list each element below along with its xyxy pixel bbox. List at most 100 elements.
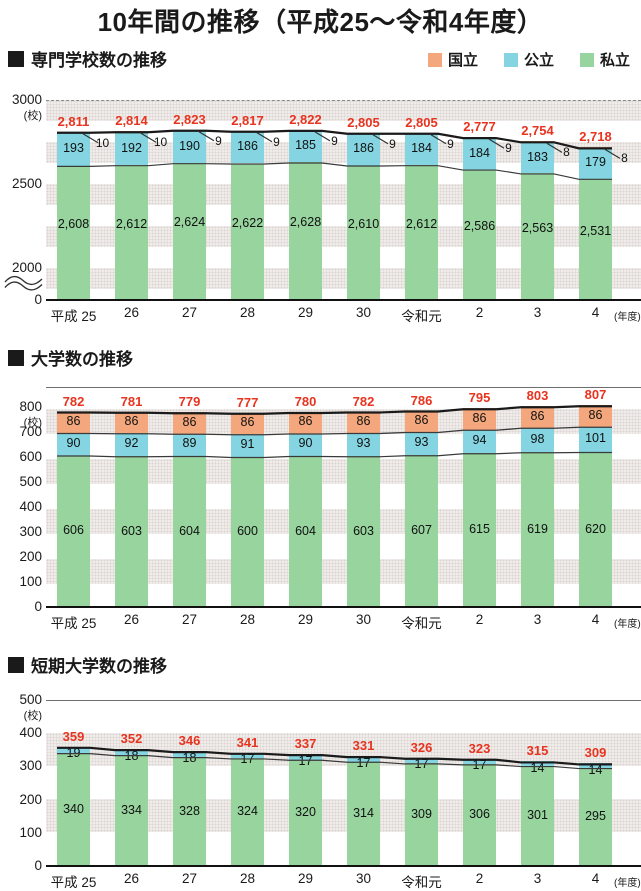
private-swatch-icon: [579, 52, 594, 67]
x-tick-label: 平成 25: [50, 616, 97, 631]
bar-segment-private: [57, 165, 90, 300]
bar-segment-private: [231, 758, 264, 866]
bar-segment-private: [115, 456, 148, 607]
total-label: 341: [236, 734, 259, 750]
public-value-label: 90: [66, 435, 81, 450]
private-value-label: 600: [237, 524, 258, 538]
legend-label: 公立: [523, 52, 554, 69]
bar-segment-private: [405, 455, 438, 607]
private-value-label: 619: [527, 521, 548, 536]
x-tick-label: 2: [475, 612, 484, 627]
bar-segment-private: [521, 452, 554, 607]
bar-segment-national: [579, 405, 612, 427]
y-tick-label: 400: [19, 499, 42, 514]
national-count-label: 9: [273, 134, 280, 149]
private-value-label: 2,586: [463, 218, 496, 233]
bar-segment-private: [231, 163, 264, 300]
national-count-label: 10: [95, 135, 110, 150]
national-value-label: 86: [182, 414, 197, 429]
public-value-label: 190: [179, 138, 200, 153]
leader-line: [256, 132, 273, 143]
y-tick-label: 3000: [11, 92, 42, 107]
legend: 国立 公立 私立: [427, 49, 630, 70]
total-label: 2,814: [115, 113, 148, 129]
axis-break-wave: [4, 281, 43, 291]
section-marker-icon: [8, 349, 24, 366]
total-label: 2,811: [57, 113, 90, 129]
private-value-label: 615: [469, 522, 490, 537]
public-value-label: 89: [182, 436, 197, 451]
x-tick-label: 2: [475, 305, 484, 320]
section-title: 専門学校数の推移: [31, 51, 167, 70]
bar-segment-public: [173, 131, 206, 164]
x-tick-label: 3: [533, 871, 542, 886]
total-label: 359: [62, 728, 85, 744]
public-value-label: 92: [124, 436, 139, 451]
private-value-label: 2,612: [115, 216, 148, 231]
public-value-label: 90: [298, 436, 313, 451]
total-label: 2,805: [405, 114, 438, 130]
y-tick-label: 0: [34, 292, 42, 307]
year-unit-label: (年度): [614, 619, 641, 630]
total-label: 781: [120, 393, 143, 409]
national-swatch-icon: [427, 52, 442, 67]
bar-segment-public: [57, 746, 90, 754]
bar-segment-public: [405, 757, 438, 764]
bar-segment-public: [347, 756, 380, 762]
x-tick-label: 平成 25: [50, 309, 97, 324]
bar-segment-private: [521, 766, 554, 866]
connector-lines: [57, 405, 612, 459]
bar-segment-public: [173, 751, 206, 758]
public-boundary-line: [57, 426, 612, 436]
chart-plot: 359 340 19 352 334 18 346 328 18 341 324 17 337 320 17…: [46, 700, 641, 867]
national-value-label: 86: [298, 414, 313, 429]
y-axis-unit: (校): [23, 710, 42, 722]
national-value-label: 86: [588, 407, 603, 422]
bar-segment-public: [579, 763, 612, 769]
x-tick-label: 30: [355, 305, 372, 320]
y-tick-label: 200: [19, 549, 42, 564]
private-boundary-line: [57, 753, 612, 770]
national-value-label: 86: [240, 415, 255, 429]
private-value-label: 2,531: [579, 224, 612, 239]
private-value-label: 2,624: [173, 215, 206, 230]
private-value-label: 324: [237, 804, 258, 819]
x-tick-label: 28: [239, 305, 256, 320]
connector-lines: [57, 746, 612, 770]
bar-segment-private: [173, 757, 206, 866]
bar-segment-public: [289, 433, 322, 456]
total-label: 2,822: [289, 111, 322, 127]
bar-segment-public: [521, 142, 554, 174]
total-label: 779: [178, 394, 201, 410]
x-tick-label: 平成 25: [50, 875, 97, 890]
chart-plot: 782 606 90 86 781 603 92 86 779 604 89 86 777 600 91 86…: [46, 387, 641, 609]
plot-top-line: [46, 100, 641, 101]
leader-line: [82, 133, 99, 144]
x-tick-label: 26: [123, 305, 140, 320]
bar-segment-public: [231, 132, 264, 164]
section-heading-university: 大学数の推移: [8, 345, 133, 370]
bar-segment-private: [231, 457, 264, 607]
x-tick-label: 27: [181, 305, 198, 320]
total-label: 782: [62, 393, 85, 409]
total-label: 2,817: [231, 112, 264, 128]
private-value-label: 334: [121, 802, 142, 817]
private-value-label: 328: [179, 803, 200, 818]
bar-segment-public: [579, 426, 612, 452]
bar-segment-national: [115, 411, 148, 434]
private-value-label: 604: [179, 523, 200, 538]
private-boundary-line: [57, 451, 612, 459]
bar-segment-private: [405, 763, 438, 866]
bar-segment-private: [115, 165, 148, 300]
bar-segment-private: [463, 764, 496, 866]
private-value-label: 2,563: [521, 221, 554, 236]
total-label: 786: [410, 392, 433, 408]
total-label: 807: [584, 387, 607, 403]
public-value-label: 93: [356, 436, 371, 451]
y-tick-label: 300: [19, 524, 42, 539]
national-value-label: 86: [124, 414, 139, 428]
national-count-label: 9: [447, 136, 454, 151]
section-heading-junior-college: 短期大学数の推移: [8, 652, 167, 677]
